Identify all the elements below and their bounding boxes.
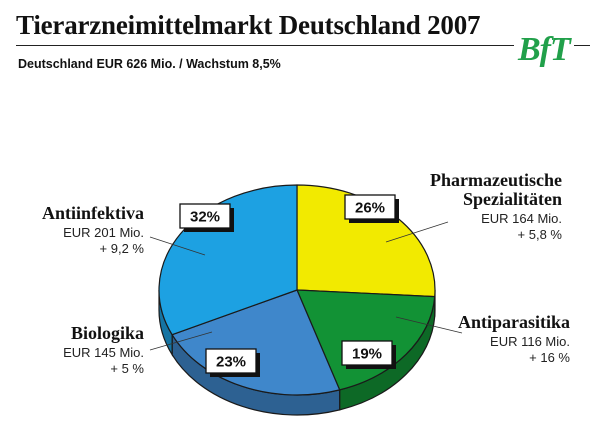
label-pharma-name-line2: Spezialitäten bbox=[463, 188, 562, 209]
percent-tag-antiparasitika: 19% bbox=[341, 340, 396, 369]
label-antiparasitika-name: Antiparasitika bbox=[457, 312, 570, 332]
percent-tag-biologika: 23% bbox=[205, 348, 260, 377]
label-antiparasitika-value: EUR 116 Mio. bbox=[490, 333, 570, 349]
pie-percent-tags: 26% 19% 23% 32% bbox=[179, 194, 399, 377]
label-antiinfektiva-value: EUR 201 Mio. bbox=[63, 224, 144, 240]
leader-line-pharma bbox=[385, 221, 449, 243]
label-biologika-growth: + 5 % bbox=[110, 360, 144, 376]
label-antiinfektiva-growth: + 9,2 % bbox=[99, 240, 144, 256]
leader-line-antiparasitika bbox=[395, 316, 463, 334]
percent-label-biologika: 23% bbox=[216, 354, 246, 371]
percent-label-pharma: 26% bbox=[355, 200, 385, 217]
label-pharma-value: EUR 164 Mio. bbox=[481, 210, 562, 226]
leader-line-biologika bbox=[149, 331, 213, 351]
percent-label-antiparasitika: 19% bbox=[352, 346, 382, 363]
percent-label-antiinfektiva: 32% bbox=[190, 209, 220, 226]
label-biologika: Biologika EUR 145 Mio. + 5 % bbox=[63, 323, 144, 377]
label-antiinfektiva: Antiinfektiva EUR 201 Mio. + 9,2 % bbox=[42, 203, 144, 257]
title-rule bbox=[16, 45, 590, 46]
pie-side-walls bbox=[158, 289, 436, 416]
label-antiinfektiva-name: Antiinfektiva bbox=[41, 203, 144, 223]
label-pharma-name-line1: Pharmazeutische bbox=[430, 170, 562, 190]
label-pharma-growth: + 5,8 % bbox=[517, 226, 562, 242]
bft-logo: BfT bbox=[514, 31, 574, 69]
chart-subtitle: Deutschland EUR 626 Mio. / Wachstum 8,5% bbox=[18, 57, 281, 71]
chart-title: Tierarzneimittelmarkt Deutschland 2007 bbox=[16, 10, 481, 40]
label-biologika-name: Biologika bbox=[70, 323, 144, 343]
pie-slice-antiparasitika bbox=[296, 289, 436, 391]
label-antiparasitika: Antiparasitika EUR 116 Mio. + 16 % bbox=[458, 312, 570, 366]
label-biologika-value: EUR 145 Mio. bbox=[63, 344, 144, 360]
percent-tag-antiinfektiva: 32% bbox=[179, 203, 234, 232]
label-pharma: Pharmazeutische Spezialitäten EUR 164 Mi… bbox=[430, 170, 562, 243]
label-antiparasitika-growth: + 16 % bbox=[529, 349, 570, 365]
percent-tag-pharma: 26% bbox=[344, 194, 399, 223]
leader-line-antiinfektiva bbox=[149, 236, 206, 256]
